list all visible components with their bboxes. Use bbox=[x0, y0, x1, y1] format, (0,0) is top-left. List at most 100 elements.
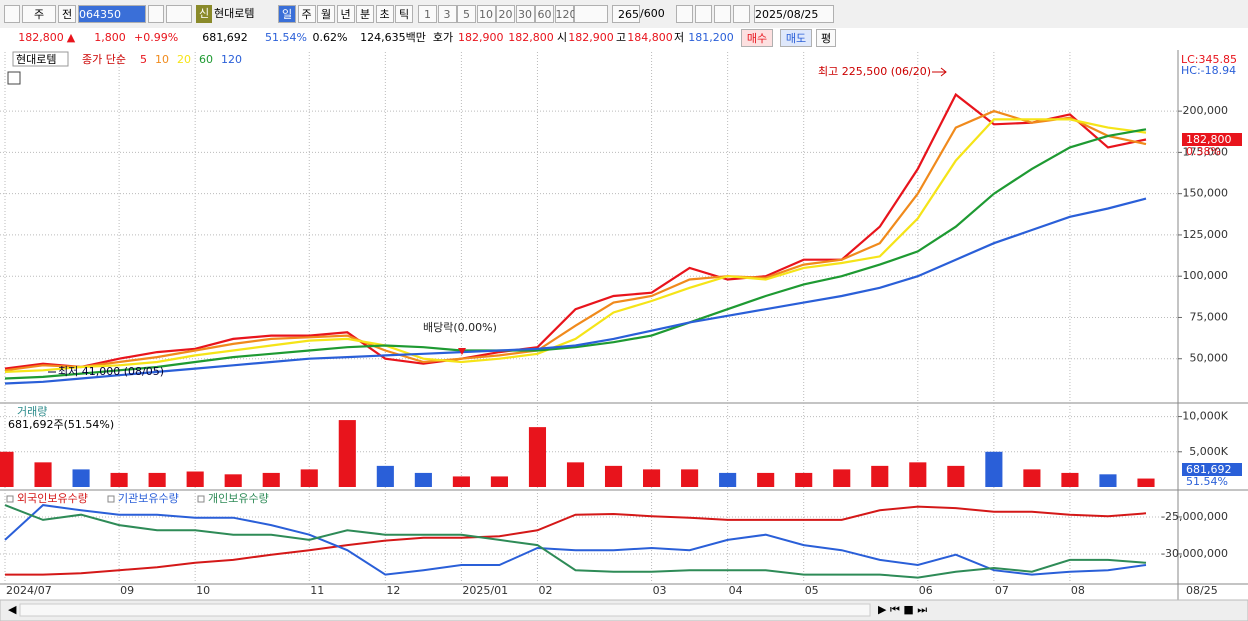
credit-badge: 신 bbox=[196, 5, 212, 23]
arrow: ▲ bbox=[66, 31, 76, 44]
volume-ratio: 51.54% bbox=[265, 31, 307, 44]
series-line bbox=[4, 128, 1147, 380]
last-change: 0.38% bbox=[1186, 145, 1221, 158]
series-line bbox=[4, 109, 1147, 372]
legend-entry: 외국인보유수량 bbox=[17, 492, 88, 505]
volume-bar bbox=[909, 462, 927, 487]
volume-bar bbox=[757, 472, 775, 487]
y-tick-label: 125,000 bbox=[1183, 228, 1229, 241]
volume-bar bbox=[681, 469, 699, 487]
low-label: 저 bbox=[673, 31, 685, 44]
legend-entry: 120 bbox=[221, 53, 242, 66]
x-tick-label: 2025/01 bbox=[462, 584, 508, 597]
sell-button[interactable]: 매도 bbox=[780, 29, 812, 47]
minute-dropdown[interactable] bbox=[574, 5, 608, 23]
volume-bar bbox=[566, 462, 585, 487]
eval-button[interactable]: 평 bbox=[816, 29, 836, 47]
legend-box bbox=[12, 51, 69, 67]
interval-button[interactable]: 년 bbox=[336, 5, 355, 23]
x-tick-label: 12 bbox=[386, 584, 400, 597]
y-tick-label: 175,000 bbox=[1183, 145, 1229, 158]
x-tick-label: 2024/07 bbox=[6, 584, 52, 597]
scroll-right[interactable]: ▶ ⏮ ■ ⏭ bbox=[878, 603, 927, 616]
volume-bar bbox=[452, 476, 470, 487]
max-count: /600 bbox=[640, 7, 665, 20]
background bbox=[0, 48, 1248, 621]
last-price: 182,800 bbox=[1186, 133, 1232, 146]
prev-button[interactable]: 전 bbox=[58, 5, 76, 23]
minute-button[interactable]: 20 bbox=[496, 5, 515, 23]
series-line bbox=[4, 504, 1147, 579]
volume-bar bbox=[1099, 474, 1117, 487]
open: 182,900 bbox=[568, 31, 614, 44]
legend-entry: 개인보유수량 bbox=[208, 492, 269, 505]
legend-entry: 5 bbox=[140, 53, 147, 66]
date-input[interactable]: 2025/08/25 bbox=[754, 5, 834, 23]
menu-icon[interactable] bbox=[4, 5, 20, 23]
minute-button[interactable]: 3 bbox=[437, 5, 457, 23]
interval-button[interactable]: 일 bbox=[278, 5, 296, 23]
interval-button[interactable]: 분 bbox=[356, 5, 374, 23]
minute-button[interactable]: 10 bbox=[476, 5, 496, 23]
scroll-track[interactable] bbox=[19, 603, 871, 617]
interval-button[interactable]: 월 bbox=[317, 5, 335, 23]
panel-title: 거래량 bbox=[17, 405, 47, 418]
x-tick-label: 02 bbox=[538, 584, 552, 597]
minute-button[interactable]: 60 bbox=[535, 5, 554, 23]
minute-button[interactable]: 1 bbox=[418, 5, 437, 23]
series-line bbox=[4, 118, 1147, 373]
volume-bar bbox=[1137, 478, 1155, 487]
volume-bar bbox=[833, 469, 851, 487]
amount: 124,635백만 bbox=[360, 31, 426, 44]
series-line bbox=[4, 504, 1147, 576]
x-tick-label: 06 bbox=[919, 584, 933, 597]
volume-bar bbox=[604, 465, 623, 487]
price: 182,800 bbox=[18, 31, 64, 44]
sound-icon[interactable] bbox=[166, 5, 192, 23]
draw-icon[interactable] bbox=[695, 5, 712, 23]
search-icon[interactable] bbox=[148, 5, 164, 23]
chart-type-icon[interactable] bbox=[676, 5, 693, 23]
x-tick-label: 04 bbox=[729, 584, 743, 597]
scroll-left[interactable]: ◀ bbox=[8, 603, 17, 616]
volume-bar bbox=[414, 472, 432, 487]
bid-ask-label: 호가 bbox=[432, 31, 454, 44]
volume-bar bbox=[719, 472, 737, 487]
legend-entry: 기관보유수량 bbox=[118, 492, 179, 505]
stock-name: 현대로템 bbox=[214, 7, 255, 20]
save-icon[interactable] bbox=[714, 5, 731, 23]
period-select[interactable]: 주 bbox=[22, 5, 56, 23]
volume-bar bbox=[34, 462, 52, 487]
volume-bar bbox=[148, 472, 166, 487]
layout: ◀ ▶ ⏮ ■ ⏭ bbox=[0, 50, 1248, 621]
volume-bar bbox=[947, 465, 965, 487]
high: 184,800 bbox=[627, 31, 673, 44]
buy-button[interactable]: 매수 bbox=[741, 29, 773, 47]
change: 1,800 bbox=[94, 31, 126, 44]
count-input[interactable]: 265 bbox=[612, 5, 640, 23]
settings-icon[interactable] bbox=[733, 5, 750, 23]
y-tick-label: -30,000,000 bbox=[1161, 547, 1228, 560]
turnover: 0.62% bbox=[312, 31, 348, 44]
change-pct: +0.99% bbox=[134, 31, 179, 44]
legend-marker bbox=[6, 495, 14, 503]
code-input[interactable]: 064350 bbox=[78, 5, 146, 23]
x-tick-label: 03 bbox=[653, 584, 667, 597]
lc-label: LC:345.85 bbox=[1181, 53, 1237, 66]
minute-button[interactable]: 30 bbox=[515, 5, 535, 23]
legend-prefix: 종가 단순 bbox=[82, 53, 126, 66]
volume-bar bbox=[795, 472, 813, 487]
volume-info: 681,692주(51.54%) bbox=[8, 418, 114, 431]
grid-icon[interactable] bbox=[7, 71, 21, 85]
x-tick-label: 07 bbox=[995, 584, 1009, 597]
minute-button[interactable]: 120 bbox=[554, 5, 577, 23]
volume-bar bbox=[490, 476, 508, 487]
quote-bar: 182,800 ▲ 1,800 +0.99% 681,692 51.54% 0.62% 124… bbox=[0, 28, 1248, 49]
interval-button[interactable]: 초 bbox=[375, 5, 394, 23]
bid: 182,800 bbox=[508, 31, 554, 44]
interval-button[interactable]: 주 bbox=[297, 5, 316, 23]
interval-button[interactable]: 틱 bbox=[395, 5, 413, 23]
legend-entry: 10 bbox=[155, 53, 169, 66]
minute-button[interactable]: 5 bbox=[457, 5, 476, 23]
volume-bar bbox=[338, 420, 356, 487]
